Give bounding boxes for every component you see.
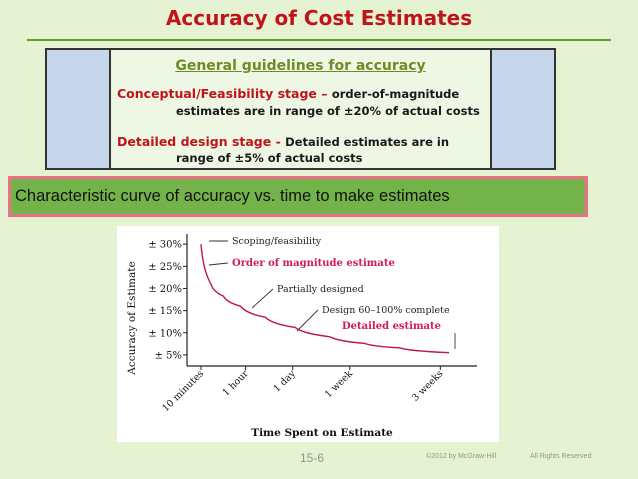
- stage-separator: –: [316, 86, 332, 101]
- annotation-leader: [208, 262, 229, 266]
- y-tick-label: ± 15%: [148, 306, 182, 317]
- annotation-label: Design 60–100% complete: [322, 305, 450, 316]
- rights-text: All Rights Reserved: [530, 453, 592, 460]
- y-tick-label: ± 5%: [155, 350, 182, 361]
- slide-title: Accuracy of Cost Estimates: [165, 6, 473, 30]
- x-axis-label: Time Spent on Estimate: [251, 427, 393, 439]
- stage-name: Conceptual/Feasibility stage: [117, 86, 317, 101]
- guideline-conceptual: Conceptual/Feasibility stage – order-of-…: [117, 83, 459, 102]
- guidelines-heading: General guidelines for accuracy: [175, 58, 426, 74]
- y-tick-label: ± 20%: [148, 284, 182, 295]
- y-axis-label: Accuracy of Estimate: [126, 261, 138, 375]
- accuracy-curve: [200, 244, 450, 354]
- x-tick-label: 3 weeks: [410, 368, 445, 403]
- x-tick-label: 1 hour: [221, 368, 251, 398]
- annotation-label: Detailed estimate: [342, 321, 441, 332]
- x-tick-label: 1 week: [323, 368, 355, 400]
- guidelines-right-cell: [490, 50, 554, 168]
- copyright-text: ©2012 by McGraw-Hill: [426, 453, 497, 460]
- annotation-leader: [296, 309, 319, 332]
- stage-description-rest: estimates are in range of ±20% of actual…: [176, 104, 480, 118]
- guidelines-box: General guidelines for accuracy Conceptu…: [45, 48, 556, 170]
- annotation-label: Scoping/feasibility: [232, 236, 322, 247]
- stage-description-rest: range of ±5% of actual costs: [176, 151, 363, 165]
- stage-separator: -: [271, 134, 286, 149]
- y-tick-label: ± 25%: [148, 262, 182, 273]
- caption-band: Characteristic curve of accuracy vs. tim…: [8, 176, 588, 217]
- title-underline: [27, 39, 611, 41]
- stage-description-lead: Detailed estimates are in: [285, 135, 450, 149]
- guidelines-left-cell: [47, 50, 111, 168]
- stage-name: Detailed design stage: [117, 134, 272, 149]
- annotation-label: Partially designed: [277, 284, 364, 295]
- annotation-label: Order of magnitude estimate: [232, 258, 395, 269]
- accuracy-chart: Accuracy of Estimate Time Spent on Estim…: [117, 226, 499, 442]
- x-tick-label: 10 minutes: [160, 368, 206, 414]
- guideline-detailed: Detailed design stage - Detailed estimat…: [117, 131, 449, 150]
- annotation-leader: [251, 288, 274, 309]
- caption-text: Characteristic curve of accuracy vs. tim…: [15, 187, 450, 205]
- x-tick-label: 1 day: [272, 368, 299, 395]
- chart-svg: Accuracy of Estimate Time Spent on Estim…: [126, 234, 477, 439]
- slide-number: 15-6: [300, 451, 325, 465]
- stage-description-lead: order-of-magnitude: [331, 87, 460, 101]
- y-tick-label: ± 30%: [148, 240, 182, 251]
- y-tick-label: ± 10%: [148, 328, 182, 339]
